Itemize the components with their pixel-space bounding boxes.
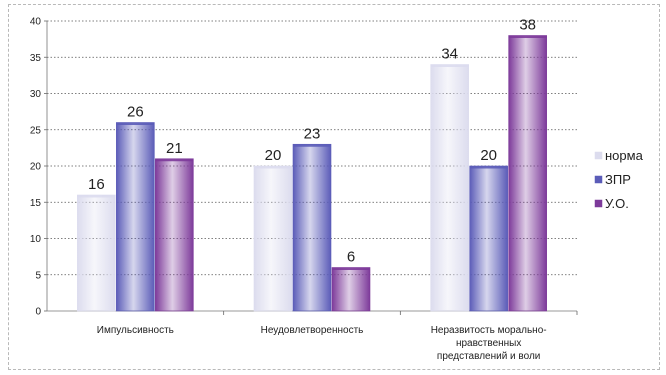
legend-swatch <box>594 199 603 208</box>
bar-top <box>77 195 116 198</box>
data-label: 38 <box>519 17 536 34</box>
x-tick-label: Неразвитость морально- <box>431 325 547 336</box>
bar-top <box>155 158 194 162</box>
y-tick-label: 15 <box>30 198 42 209</box>
bar-top <box>508 35 547 38</box>
chart-frame <box>8 4 660 370</box>
data-label: 26 <box>127 104 144 121</box>
bar-top <box>469 166 508 169</box>
bar <box>116 122 155 312</box>
bar-top <box>293 144 331 147</box>
data-label: 34 <box>441 46 458 63</box>
bar <box>292 143 332 312</box>
y-tick-label: 35 <box>30 53 42 64</box>
x-tick-label: Неудовлетворенность <box>261 325 364 336</box>
x-tick-label: нравственных <box>456 338 521 349</box>
bar <box>253 165 293 312</box>
data-label: 21 <box>166 140 183 157</box>
bar-top <box>116 122 155 125</box>
data-label: 6 <box>347 249 355 266</box>
y-tick-label: 5 <box>35 270 41 281</box>
legend-swatch <box>594 151 603 160</box>
y-tick-label: 40 <box>30 17 42 28</box>
data-label: 23 <box>304 125 321 142</box>
bar <box>508 35 547 312</box>
data-label: 16 <box>88 176 105 193</box>
legend-label: У.О. <box>605 196 629 211</box>
legend-label: ЗПР <box>605 172 631 187</box>
legend-label: норма <box>605 148 644 163</box>
bar-top <box>254 166 292 169</box>
bar <box>331 267 371 312</box>
y-tick-label: 0 <box>35 307 41 318</box>
y-tick-label: 20 <box>30 162 42 173</box>
data-label: 20 <box>265 147 282 164</box>
bar <box>430 64 469 312</box>
y-tick-label: 10 <box>30 234 42 245</box>
bar <box>469 165 508 312</box>
y-tick-label: 30 <box>30 89 42 100</box>
bar <box>77 194 116 312</box>
bar-top <box>430 64 469 67</box>
x-tick-label: Импульсивность <box>97 325 174 336</box>
bar <box>155 158 194 312</box>
bar-top <box>332 267 370 270</box>
legend-swatch <box>594 175 603 184</box>
x-tick-label: представлений и воли <box>437 351 540 362</box>
data-label: 20 <box>480 147 497 164</box>
y-tick-label: 25 <box>30 125 42 136</box>
